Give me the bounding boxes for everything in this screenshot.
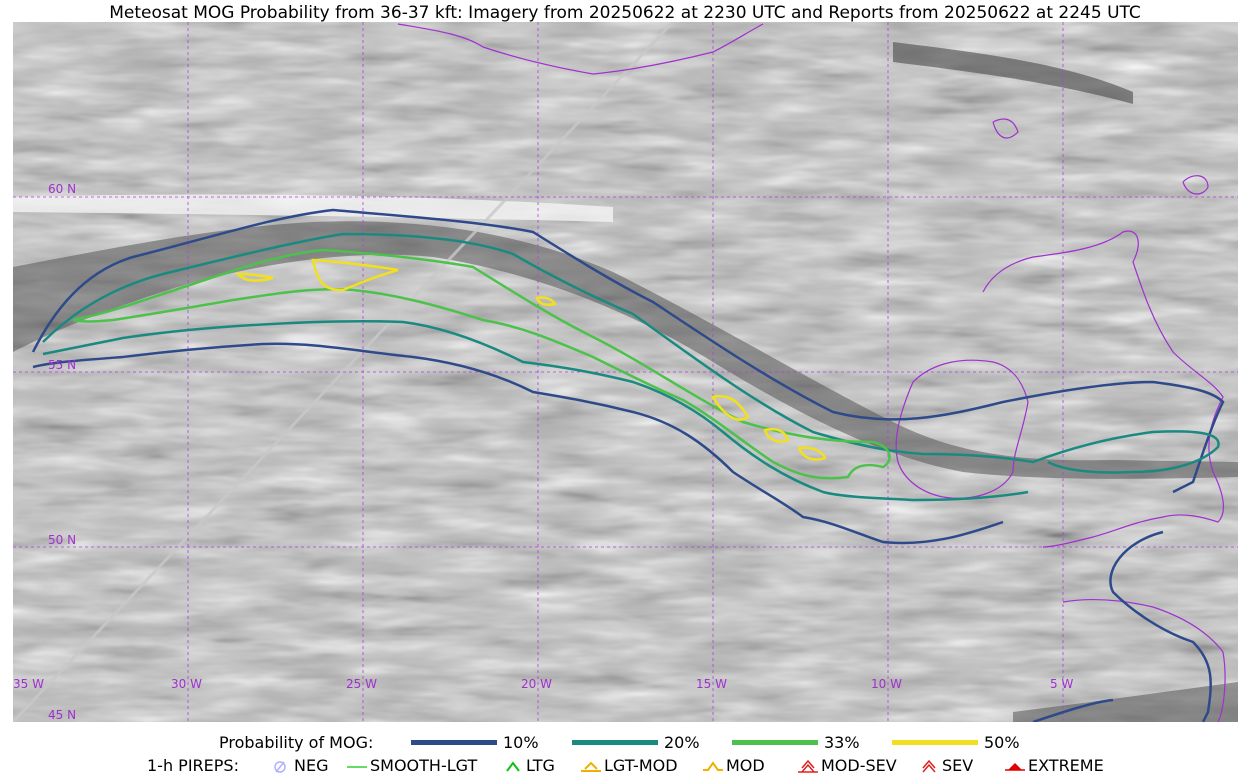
pirep-label-lgt-mod: LGT-MOD bbox=[604, 756, 678, 775]
pirep-item-mod-sev: MOD-SEV bbox=[797, 756, 897, 775]
france-coast bbox=[1062, 598, 1226, 722]
ireland-coast bbox=[895, 359, 1029, 499]
pirep-item-smooth-lgt: SMOOTH-LGT bbox=[346, 756, 477, 775]
faroe-coast bbox=[992, 118, 1019, 139]
legend-label-33: 33% bbox=[824, 733, 860, 752]
filled-caret-icon bbox=[1005, 762, 1025, 771]
pirep-item-mod: MOD bbox=[702, 756, 765, 775]
iceland-coast bbox=[397, 23, 764, 75]
caret-bar-icon bbox=[581, 761, 601, 772]
line-icon bbox=[347, 765, 367, 768]
lon-label-15w: 15 W bbox=[696, 677, 727, 691]
dark-band-3 bbox=[1013, 682, 1238, 722]
pirep-item-ltg: LTG bbox=[502, 756, 555, 775]
pirep-label-sev: SEV bbox=[942, 756, 974, 775]
legend-item-10: 10% bbox=[411, 733, 539, 752]
shetland-coast bbox=[1182, 175, 1209, 195]
probability-legend-title: Probability of MOG: bbox=[219, 733, 374, 752]
dark-band-2 bbox=[893, 42, 1133, 104]
pirep-label-mod: MOD bbox=[726, 756, 765, 775]
lat-label-60: 60 N bbox=[48, 182, 77, 196]
dark-band-1 bbox=[13, 221, 1238, 479]
legend-item-50: 50% bbox=[892, 733, 1020, 752]
satellite-map[interactable]: 60 N 55 N 50 N 45 N 35 W 30 W 25 W 20 W … bbox=[13, 22, 1238, 722]
legend-label-10: 10% bbox=[503, 733, 539, 752]
lon-label-35w: 35 W bbox=[13, 677, 44, 691]
lon-label-5w: 5 W bbox=[1050, 677, 1074, 691]
contour-20 bbox=[42, 232, 1220, 502]
coastlines bbox=[397, 23, 1226, 722]
lat-label-50: 50 N bbox=[48, 533, 77, 547]
contour-50-f bbox=[535, 296, 557, 306]
legend-item-20: 20% bbox=[572, 733, 700, 752]
lon-label-25w: 25 W bbox=[346, 677, 377, 691]
legend-swatch-20 bbox=[572, 740, 658, 745]
lon-label-30w: 30 W bbox=[171, 677, 202, 691]
caret-icon bbox=[506, 760, 520, 772]
bright-band bbox=[13, 194, 613, 222]
contour-50-c bbox=[711, 395, 750, 421]
pirep-label-mod-sev: MOD-SEV bbox=[821, 756, 897, 775]
pirep-label-ltg: LTG bbox=[526, 756, 555, 775]
chart-title: Meteosat MOG Probability from 36-37 kft:… bbox=[109, 3, 1141, 23]
contour-50-b bbox=[235, 272, 274, 282]
mog-contours bbox=[31, 208, 1225, 722]
pirep-item-lgt-mod: LGT-MOD bbox=[580, 756, 678, 775]
lon-label-20w: 20 W bbox=[521, 677, 552, 691]
pirep-legend: 1-h PIREPS: NEG SMOOTH-LGT LTG LGT-MOD M… bbox=[0, 756, 1250, 778]
lat-label-45: 45 N bbox=[48, 708, 77, 722]
pirep-item-neg: NEG bbox=[270, 756, 328, 775]
neg-circle-icon bbox=[274, 760, 286, 773]
legend-label-20: 20% bbox=[664, 733, 700, 752]
contour-50-d bbox=[763, 427, 790, 443]
pirep-item-extreme: EXTREME bbox=[1004, 756, 1104, 775]
legend-item-33: 33% bbox=[732, 733, 860, 752]
map-canvas bbox=[13, 22, 1238, 722]
probability-legend: Probability of MOG: 10% 20% 33% 50% bbox=[0, 733, 1250, 755]
pirep-item-sev: SEV bbox=[918, 756, 973, 775]
caret-icon bbox=[703, 760, 723, 771]
legend-swatch-50 bbox=[892, 740, 978, 745]
legend-swatch-10 bbox=[411, 740, 497, 745]
contour-50-e bbox=[797, 446, 827, 461]
pirep-label-extreme: EXTREME bbox=[1028, 756, 1104, 775]
pirep-legend-title: 1-h PIREPS: bbox=[147, 756, 239, 775]
legend-swatch-33 bbox=[732, 740, 818, 745]
double-caret-bar-icon bbox=[798, 759, 818, 773]
great-britain-coast bbox=[982, 230, 1225, 548]
contour-10 bbox=[31, 208, 1225, 722]
contour-50-a bbox=[311, 258, 399, 292]
lat-label-55: 55 N bbox=[48, 358, 77, 372]
legend-label-50: 50% bbox=[984, 733, 1020, 752]
lon-label-10w: 10 W bbox=[871, 677, 902, 691]
pirep-label-smooth-lgt: SMOOTH-LGT bbox=[370, 756, 478, 775]
double-caret-icon bbox=[922, 759, 936, 772]
pirep-label-neg: NEG bbox=[294, 756, 329, 775]
